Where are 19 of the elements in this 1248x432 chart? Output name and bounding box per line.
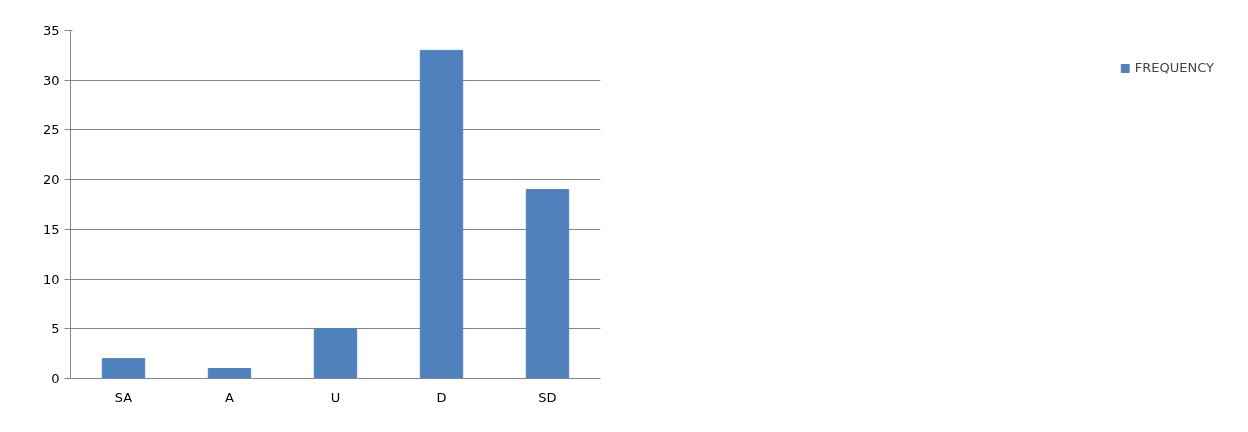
y-tick-label: 30: [42, 72, 60, 88]
legend-label: FREQUENCY: [1134, 60, 1214, 75]
x-tick-label: D: [436, 389, 447, 405]
bar: [313, 328, 358, 379]
y-tick-label: 25: [42, 122, 60, 138]
bar: [101, 358, 146, 379]
y-tick-label: 20: [42, 172, 60, 188]
y-tick-label: 0: [51, 371, 60, 386]
y-tick-label: 10: [42, 271, 60, 287]
x-tick-label: U: [330, 389, 341, 405]
y-tick-label: 5: [51, 321, 60, 337]
bar: [525, 189, 570, 379]
x-tick-label: A: [225, 389, 235, 405]
y-tick-label: 35: [42, 23, 60, 38]
x-tick-label: SD: [538, 389, 557, 405]
y-tick-label: 15: [42, 221, 60, 237]
x-tick-label: SA: [114, 389, 133, 405]
bar: [419, 49, 464, 379]
bar: [207, 368, 252, 379]
